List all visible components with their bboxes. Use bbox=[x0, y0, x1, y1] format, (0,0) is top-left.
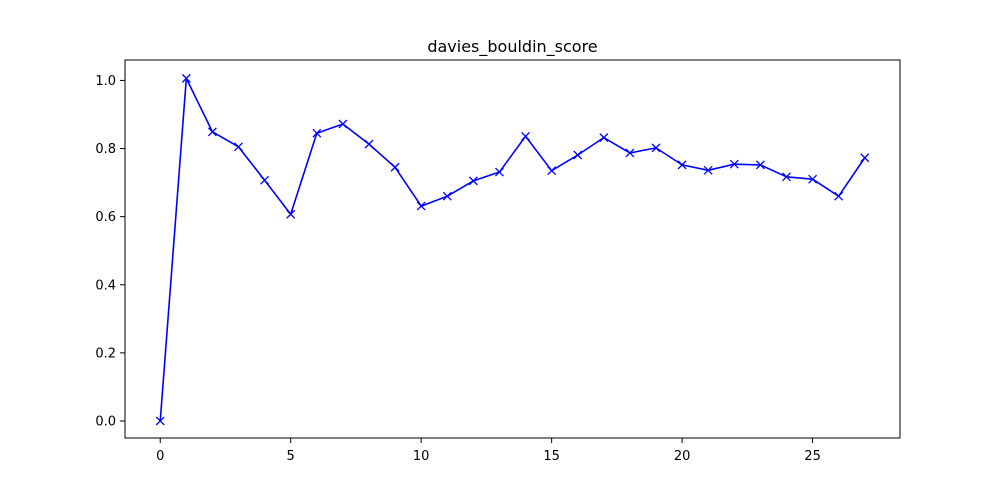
x-tick-label: 25 bbox=[804, 449, 821, 464]
data-point-marker bbox=[729, 159, 739, 169]
data-point-marker bbox=[782, 172, 791, 182]
data-point-marker bbox=[494, 167, 504, 177]
chart-title: davies_bouldin_score bbox=[427, 37, 597, 57]
data-point-marker bbox=[155, 416, 165, 426]
plot-frame bbox=[124, 59, 901, 439]
data-point-marker bbox=[547, 166, 557, 176]
data-point-marker bbox=[207, 127, 217, 137]
data-point-marker bbox=[416, 201, 426, 211]
data-point-marker bbox=[260, 175, 270, 185]
y-tick-label: 0.2 bbox=[95, 346, 116, 361]
data-point-marker bbox=[677, 160, 687, 170]
x-tick-label: 10 bbox=[413, 449, 430, 464]
x-tick-label: 15 bbox=[543, 449, 560, 464]
data-point-marker bbox=[573, 150, 583, 160]
y-tick-label: 0.6 bbox=[95, 210, 116, 225]
data-point-marker bbox=[834, 191, 844, 201]
y-tick-label: 0.4 bbox=[95, 278, 116, 293]
data-point-marker bbox=[703, 165, 713, 175]
y-tick-label: 0.0 bbox=[95, 414, 116, 429]
data-point-marker bbox=[181, 73, 191, 83]
data-point-marker bbox=[390, 162, 400, 172]
data-point-marker bbox=[625, 148, 635, 158]
y-tick-label: 0.8 bbox=[95, 142, 116, 157]
data-point-marker bbox=[860, 153, 870, 163]
data-point-marker bbox=[651, 143, 661, 153]
data-point-marker bbox=[521, 131, 531, 141]
data-point-marker bbox=[364, 139, 374, 149]
data-point-marker bbox=[442, 191, 452, 201]
y-tick-label: 1.0 bbox=[95, 74, 116, 89]
x-tick-label: 20 bbox=[674, 449, 691, 464]
data-point-marker bbox=[234, 142, 243, 152]
data-point-marker bbox=[808, 174, 818, 184]
data-point-marker bbox=[338, 119, 348, 129]
x-tick-label: 5 bbox=[287, 449, 295, 464]
data-point-marker bbox=[286, 209, 296, 219]
x-tick-label: 0 bbox=[156, 449, 164, 464]
series-layer bbox=[155, 73, 870, 426]
data-point-marker bbox=[755, 160, 765, 170]
tick-layer: 0 5 10 15 20 25 0.0 0.2 0.4 0.6 0.8 1.0 bbox=[95, 74, 821, 464]
data-point-marker bbox=[599, 133, 609, 143]
data-point-marker bbox=[312, 128, 322, 138]
series-line bbox=[159, 77, 866, 422]
data-point-marker bbox=[468, 176, 478, 186]
